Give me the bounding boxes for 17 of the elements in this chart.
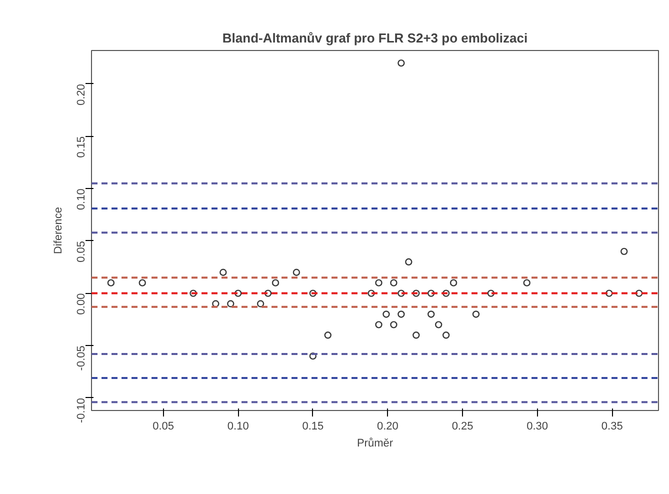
x-tick-label: 0.20: [377, 420, 398, 432]
x-tick-label: 0.05: [152, 420, 174, 432]
y-tick-label: 0.10: [76, 188, 88, 210]
y-tick-label: 0.00: [76, 293, 88, 315]
y-tick-label: 0.05: [76, 240, 88, 262]
x-tick-label: 0.10: [227, 420, 249, 432]
x-tick-label: 0.15: [302, 420, 324, 432]
x-tick-label: 0.35: [601, 420, 623, 432]
x-axis-title: Průměr: [356, 438, 394, 450]
y-tick-label: -0.10: [76, 398, 88, 424]
y-tick-label: 0.20: [76, 84, 88, 106]
y-tick-label: 0.15: [76, 136, 88, 158]
x-tick-label: 0.25: [452, 420, 474, 432]
chart-title: Bland-Altmanův graf pro FLR S2+3 po embolizaci: [222, 30, 528, 46]
x-tick-label: 0.30: [526, 420, 548, 432]
y-tick-label: -0.05: [76, 346, 88, 371]
y-axis-title: Diference: [52, 206, 64, 254]
